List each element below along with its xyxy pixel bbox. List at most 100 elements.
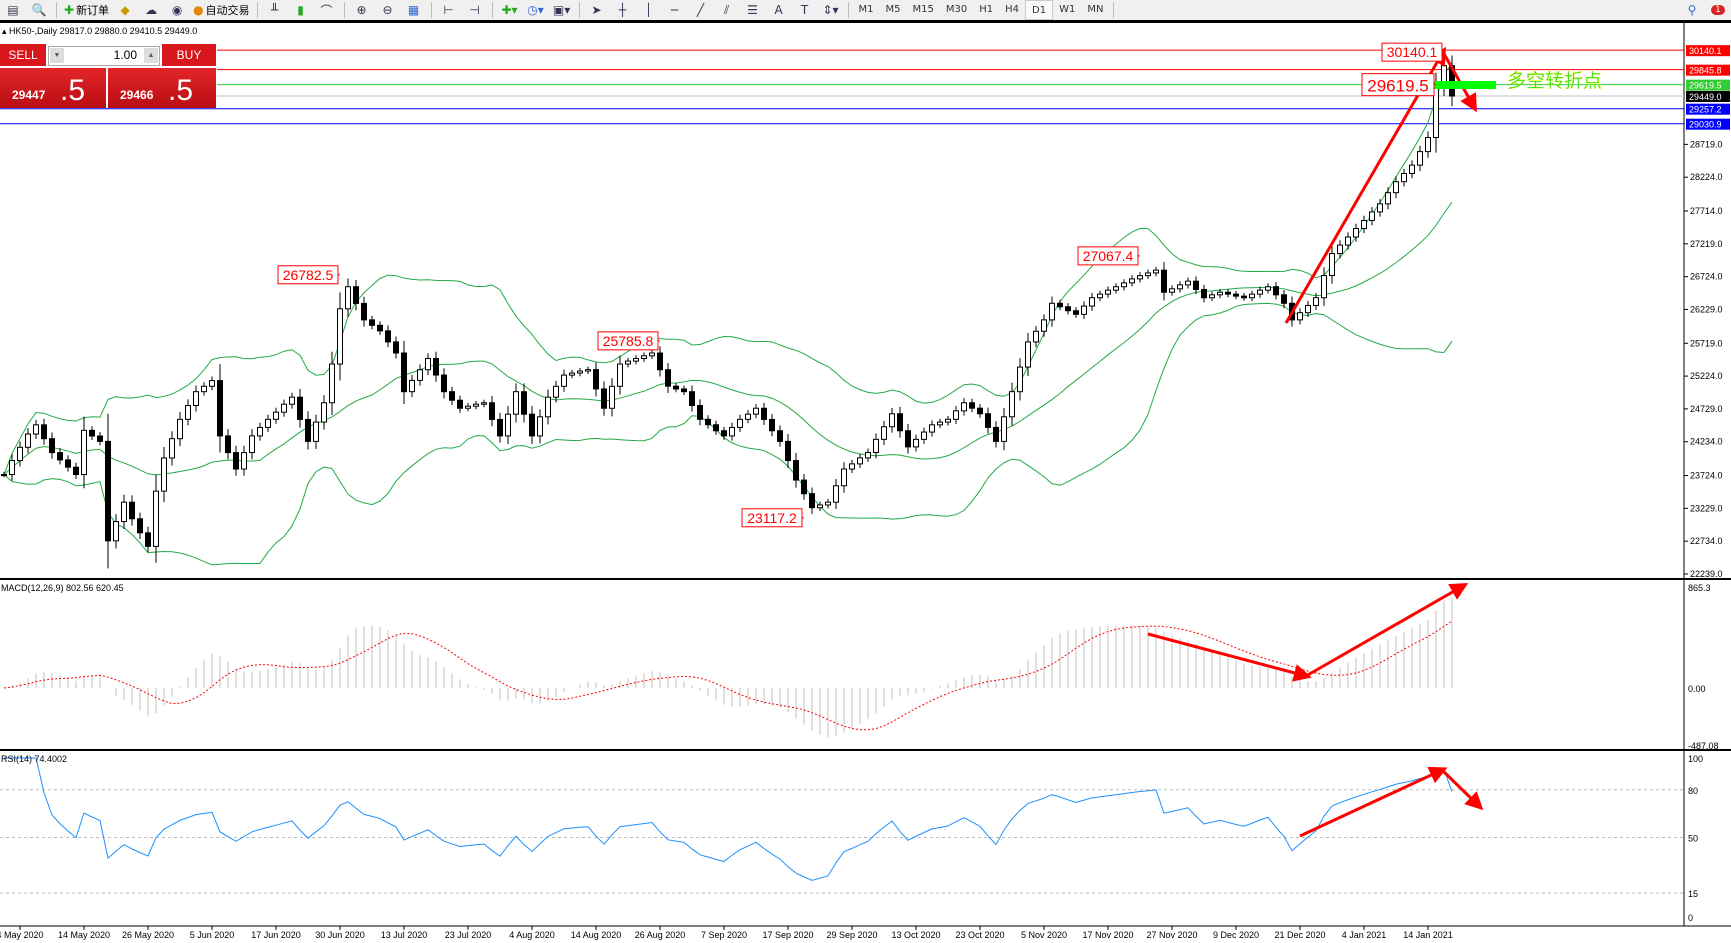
indicators-icon[interactable]: ✚▾ bbox=[501, 3, 518, 17]
tile-windows-icon[interactable]: ▦ bbox=[407, 3, 420, 17]
chart-title: ▴ HK50-,Daily 29817.0 29880.0 29410.5 29… bbox=[2, 26, 197, 37]
terminal-icon[interactable]: ☁ bbox=[145, 3, 158, 17]
candle bbox=[849, 463, 855, 470]
zoom-out-icon[interactable]: ⊖ bbox=[382, 3, 393, 17]
timeframe-m1[interactable]: M1 bbox=[858, 3, 874, 15]
candle bbox=[545, 396, 551, 418]
chart-shift-icon[interactable]: ⊢ bbox=[443, 3, 454, 17]
candle bbox=[153, 490, 159, 547]
buy-price-button[interactable]: 29466 .5 bbox=[108, 68, 216, 108]
bar-chart-icon[interactable]: ╨ bbox=[270, 3, 279, 17]
candle bbox=[729, 426, 735, 437]
x-tick-label: 21 Dec 2020 bbox=[1274, 930, 1325, 940]
lot-decrease-icon[interactable]: ▼ bbox=[50, 48, 64, 63]
candle bbox=[593, 369, 599, 390]
templates-icon[interactable]: ▣▾ bbox=[552, 3, 571, 17]
candle bbox=[585, 369, 591, 372]
candlestick-icon[interactable]: ▮ bbox=[297, 3, 304, 17]
y-tick-label: 28224.0 bbox=[1690, 172, 1723, 182]
candle bbox=[1337, 244, 1343, 255]
candle bbox=[369, 319, 375, 326]
timeframe-m30[interactable]: M30 bbox=[945, 3, 968, 15]
text-icon[interactable]: A bbox=[774, 3, 783, 17]
candle bbox=[697, 405, 703, 420]
trendline-icon[interactable]: ╱ bbox=[696, 3, 705, 17]
candle bbox=[1401, 172, 1407, 183]
search-icon[interactable]: ⚲ bbox=[1687, 3, 1697, 17]
auto-scroll-icon[interactable]: ⊣ bbox=[469, 3, 480, 17]
signals-icon[interactable]: ◉ bbox=[171, 3, 183, 17]
horizontal-line-icon[interactable]: ─ bbox=[670, 3, 679, 17]
periods-icon[interactable]: ◷▾ bbox=[527, 3, 544, 17]
fibonacci-icon[interactable]: ☰ bbox=[747, 3, 758, 17]
crosshair-icon[interactable]: ┼ bbox=[618, 3, 627, 17]
y-tick-label: 25224.0 bbox=[1690, 371, 1723, 381]
lot-increase-icon[interactable]: ▲ bbox=[144, 48, 158, 63]
candle bbox=[177, 418, 183, 440]
candle bbox=[1425, 137, 1431, 153]
candle bbox=[265, 418, 271, 428]
divider bbox=[491, 2, 493, 18]
timeframe-bar: M1 M5 M15 M30 H1 H4 D1 W1 MN bbox=[853, 0, 1110, 20]
lot-size-field[interactable]: ▼ 1.00 ▲ bbox=[48, 46, 160, 66]
arrows-icon[interactable]: ⇕▾ bbox=[822, 3, 839, 17]
timeframe-h1[interactable]: H1 bbox=[979, 3, 994, 15]
chart-window-icon[interactable]: ▤ bbox=[7, 3, 19, 17]
equidistant-channel-icon[interactable]: ⫽ bbox=[723, 2, 730, 17]
zoom-in-icon[interactable]: ⊕ bbox=[356, 3, 367, 17]
text-label-icon[interactable]: T bbox=[800, 3, 809, 17]
candle bbox=[673, 385, 679, 390]
candle bbox=[1409, 164, 1415, 174]
candle bbox=[385, 330, 391, 343]
candle bbox=[233, 452, 239, 470]
candle bbox=[937, 421, 943, 426]
buy-button[interactable]: BUY bbox=[162, 44, 216, 66]
collapse-icon[interactable]: ▴ bbox=[2, 26, 7, 36]
x-tick-label: 5 Jun 2020 bbox=[190, 930, 235, 940]
candle bbox=[969, 402, 975, 409]
candle bbox=[465, 405, 471, 409]
candle bbox=[1257, 289, 1263, 295]
line-chart-icon[interactable]: ⌒ bbox=[320, 3, 333, 18]
vertical-line-icon[interactable]: │ bbox=[644, 3, 653, 17]
price-line-label: 29619.5 bbox=[1689, 81, 1722, 91]
candle bbox=[1345, 236, 1351, 246]
sell-button[interactable]: SELL bbox=[0, 44, 46, 66]
notifications-button[interactable]: 1 bbox=[1705, 1, 1731, 19]
y-tick-label: 24234.0 bbox=[1690, 437, 1723, 447]
candle bbox=[497, 418, 503, 437]
metaeditor-icon[interactable]: ◆ bbox=[120, 3, 130, 17]
candle bbox=[1417, 151, 1423, 166]
price-line-label: 29845.8 bbox=[1689, 66, 1722, 76]
candle bbox=[841, 468, 847, 487]
y-tick-label: 28719.0 bbox=[1690, 139, 1723, 149]
navigator-icon[interactable]: 🔍 bbox=[31, 3, 47, 17]
timeframe-m5[interactable]: M5 bbox=[885, 3, 901, 15]
auto-trading-button[interactable]: ● 自动交易 bbox=[190, 1, 252, 19]
new-order-button[interactable]: ✚ 新订单 bbox=[61, 1, 112, 19]
candle bbox=[809, 493, 815, 509]
candle bbox=[145, 532, 151, 547]
candle bbox=[825, 501, 831, 506]
buy-price-main: 29466 bbox=[120, 88, 154, 102]
timeframe-mn[interactable]: MN bbox=[1087, 3, 1104, 15]
candle bbox=[1209, 294, 1215, 299]
auto-trading-label: 自动交易 bbox=[205, 4, 250, 17]
x-tick-label: 5 Nov 2020 bbox=[1021, 930, 1067, 940]
cursor-icon[interactable]: ➤ bbox=[591, 3, 602, 17]
timeframe-w1[interactable]: W1 bbox=[1059, 3, 1076, 15]
candle bbox=[321, 402, 327, 423]
lot-size-value[interactable]: 1.00 bbox=[113, 48, 137, 62]
timeframe-d1[interactable]: D1 bbox=[1025, 0, 1054, 20]
timeframe-m15[interactable]: M15 bbox=[912, 3, 934, 15]
candle bbox=[97, 435, 103, 442]
notification-badge: 1 bbox=[1711, 5, 1725, 15]
timeframe-h4[interactable]: H4 bbox=[1005, 3, 1020, 15]
candle bbox=[217, 380, 223, 437]
candle bbox=[417, 369, 423, 381]
sell-price-button[interactable]: 29447 .5 bbox=[0, 68, 106, 108]
candle bbox=[953, 410, 959, 420]
candle bbox=[297, 396, 303, 420]
candle bbox=[1145, 272, 1151, 277]
